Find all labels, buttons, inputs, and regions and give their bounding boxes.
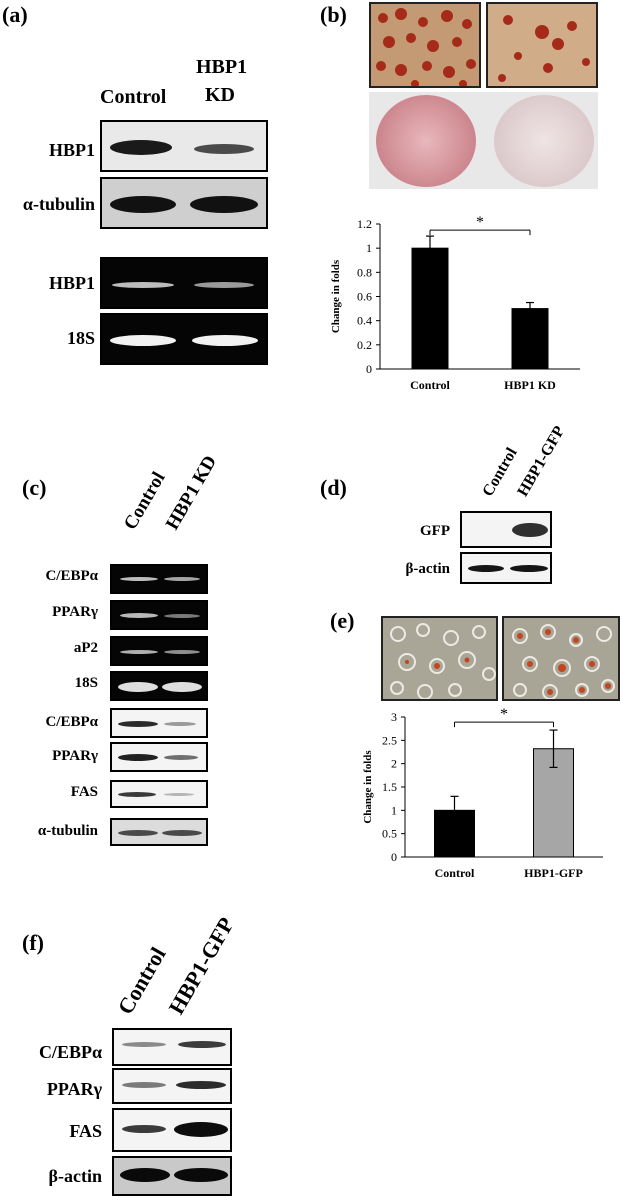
panel-c-gel-pparg — [110, 600, 208, 630]
y-tick-label: 2 — [391, 757, 397, 771]
category-label: Control — [410, 378, 450, 392]
panel-c-gel-ap2 — [110, 636, 208, 666]
panel-f-label: (f) — [22, 930, 44, 955]
panel-c-gel-cebpa — [110, 564, 208, 594]
panel-a-row-tubulin: α-tubulin — [22, 194, 95, 214]
panel-a-gel-18s — [100, 313, 268, 365]
panel-d-row-gfp: GFP — [420, 523, 450, 539]
y-tick-label: 0.2 — [357, 338, 372, 352]
panel-b-micrograph-control — [369, 2, 481, 88]
panel-a-blot-tubulin — [100, 177, 268, 229]
y-tick-label: 0 — [366, 362, 372, 376]
panel-a-gel-hbp1 — [100, 257, 268, 309]
panel-f-blot-cebpa — [112, 1028, 232, 1066]
y-tick-label: 0 — [391, 850, 397, 864]
category-label: Control — [435, 866, 475, 880]
panel-f-row-bactin: β-actin — [48, 1166, 102, 1186]
panel-b-label: (b) — [320, 2, 347, 27]
panel-a-row-hbp1-wb: HBP1 — [48, 140, 95, 160]
panel-a-col-kd-line1: HBP1 — [196, 56, 248, 78]
panel-c-blot-fas — [110, 780, 208, 808]
panel-b-chart: 0 0.2 0.4 0.6 0.8 1 1.2 Change in folds Control H… — [330, 214, 580, 392]
panel-c-col-control: Control — [119, 468, 170, 534]
y-tick-label: 1 — [366, 241, 372, 255]
panel-c-blot-tubulin — [110, 818, 208, 846]
panel-f-row-fas: FAS — [69, 1121, 102, 1141]
panel-d-blot-bactin — [460, 552, 552, 584]
panel-c-gel-18s — [110, 671, 208, 701]
y-axis-label: Change in folds — [330, 259, 342, 333]
bar — [511, 308, 549, 370]
panel-f-blot-bactin — [112, 1156, 232, 1196]
y-tick-label: 3 — [391, 710, 397, 724]
panel-f-blot-fas — [112, 1108, 232, 1152]
panel-a-row-hbp1-pcr: HBP1 — [48, 273, 95, 293]
panel-e-chart: 0 0.5 1 1.5 2 2.5 3 Change in folds Control HBP1-… — [362, 706, 603, 880]
significance-star: * — [476, 214, 484, 231]
panel-d-blot-gfp — [460, 511, 552, 548]
panel-c-row-pparg-pcr: PPARγ — [52, 604, 98, 620]
category-label: HBP1-GFP — [524, 866, 583, 880]
y-tick-label: 1 — [391, 803, 397, 817]
y-tick-label: 1.2 — [357, 217, 372, 231]
y-tick-label: 0.6 — [357, 290, 372, 304]
panel-c-row-pparg-wb: PPARγ — [52, 748, 98, 764]
panel-f-row-cebpa: C/EBPα — [38, 1042, 102, 1062]
panel-f-blot-pparg — [112, 1068, 232, 1104]
panel-c-row-fas-wb: FAS — [70, 784, 98, 800]
panel-c-row-ap2: aP2 — [73, 640, 98, 656]
panel-d-row-bactin: β-actin — [405, 561, 450, 577]
panel-c-row-cebpa-pcr: C/EBPα — [45, 568, 98, 584]
y-tick-label: 0.5 — [382, 827, 397, 841]
panel-d-label: (d) — [320, 475, 347, 500]
panel-e-micrograph-control — [381, 616, 498, 701]
panel-b-dish-kd — [494, 95, 594, 187]
panel-c-row-18s: 18S — [74, 675, 98, 691]
panel-e-micrograph-gfp — [502, 616, 620, 701]
panel-f-row-pparg: PPARγ — [46, 1079, 102, 1099]
significance-star: * — [500, 706, 508, 723]
panel-c-blot-pparg — [110, 742, 208, 772]
panel-c-col-kd: HBP1 KD — [161, 452, 222, 534]
y-tick-label: 2.5 — [382, 733, 397, 747]
bar — [411, 247, 449, 370]
panel-e-label: (e) — [330, 608, 355, 633]
panel-b-micrograph-kd — [486, 2, 598, 88]
panel-a-label: (a) — [2, 2, 28, 27]
panel-a-blot-hbp1 — [100, 120, 268, 172]
panel-c-label: (c) — [22, 475, 47, 500]
y-axis-label: Change in folds — [362, 750, 374, 824]
panel-c-blot-cebpa — [110, 708, 208, 738]
panel-f-col-gfp: HBP1-GFP — [163, 912, 239, 1019]
category-label: HBP1 KD — [504, 378, 556, 392]
panel-a-row-18s: 18S — [66, 328, 95, 348]
panel-d-col-gfp: HBP1-GFP — [514, 423, 569, 500]
y-tick-label: 0.4 — [357, 314, 372, 328]
panel-f-col-control: Control — [112, 942, 171, 1019]
y-tick-label: 0.8 — [357, 265, 372, 279]
panel-b-dish-control — [376, 95, 476, 187]
y-tick-label: 1.5 — [382, 780, 397, 794]
panel-a-col-kd-line2: KD — [205, 84, 235, 106]
panel-c-row-tubulin: α-tubulin — [37, 823, 98, 839]
panel-c-row-cebpa-wb: C/EBPα — [45, 714, 98, 730]
panel-a-col-control: Control — [100, 86, 167, 108]
